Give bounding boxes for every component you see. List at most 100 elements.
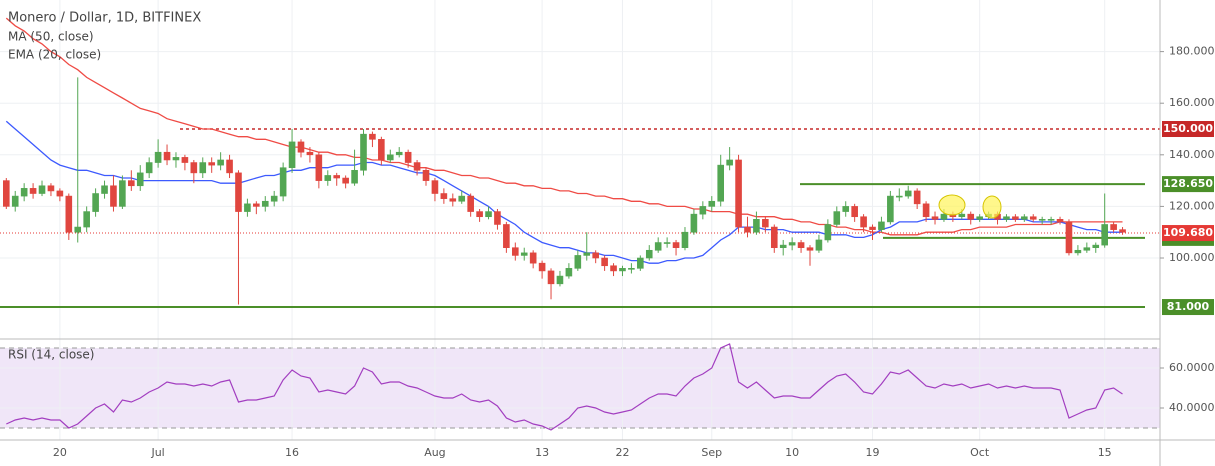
candle-body [574,255,582,269]
candle-body [529,252,537,264]
candle-body [136,172,144,187]
candle-body [38,185,46,194]
candle-body [735,159,742,228]
x-tick-label: Sep [701,446,722,459]
y-tick-label: 100.000 [1169,251,1215,264]
candle-body [83,211,90,228]
candle-body [556,275,564,285]
candle-body [895,195,903,198]
candle-body [306,151,314,156]
candle-body [1012,216,1019,220]
candle-body [458,195,466,202]
candle-body [1003,216,1010,220]
candle-body [976,216,983,220]
candle-body [369,133,376,140]
candle-body [2,180,10,207]
y-tick-label: 160.000 [1169,96,1215,109]
candle-body [887,195,894,223]
candle-body [1029,216,1037,220]
candle-body [851,206,858,218]
level-label-bg [1162,299,1214,316]
candle-body [690,213,698,233]
candle-body [11,195,19,207]
x-tick-label: 13 [535,446,549,459]
candle-body [753,219,760,233]
candle-body [128,180,135,187]
candle-body [1110,224,1117,230]
candle-body [110,185,117,207]
legend-entry: EMA (20, close) [8,48,101,62]
candle-body [47,185,55,192]
candle-body [672,242,680,248]
candle-body [92,193,99,212]
candle-body [324,175,332,181]
candle-body [913,190,921,205]
candle-body [360,133,367,171]
candle-body [145,162,153,174]
candle-body [904,190,912,197]
candle-body [1092,244,1100,248]
last-price-label: 109.680 [1163,226,1213,239]
candle-body [663,242,671,244]
rsi-band [0,348,1160,428]
candle-body [1101,224,1108,246]
candle-body [261,200,269,207]
candle-body [940,213,948,220]
candle-body [619,268,626,272]
candle-body [386,154,394,161]
x-tick-label: 22 [615,446,629,459]
x-tick-label: 10 [785,446,799,459]
rsi-label: RSI (14, close) [8,348,94,362]
candle-body [101,185,108,194]
candle-body [645,249,653,259]
candle-body [413,162,421,171]
level-label-bg [1162,121,1214,138]
candle-body [815,239,823,251]
candle-body [440,193,448,199]
candle-body [378,139,385,161]
candle-body [431,180,439,194]
grid [0,0,1160,440]
candle-body [253,203,260,207]
candle-body [779,244,787,248]
highlight [982,195,1002,219]
candle-body [512,247,519,256]
candle-body [547,270,555,285]
candle-body [565,268,573,277]
candle-body [422,169,430,181]
candle-body [610,265,617,272]
y-tick-label: 40.0000 [1169,401,1215,414]
candle-body [351,169,358,184]
candle-body [154,151,162,163]
candle-body [449,198,457,202]
candle-body [681,231,689,248]
y-tick-label: 120.000 [1169,199,1215,212]
candle-body [601,257,608,267]
x-tick-label: 19 [866,446,880,459]
candle-body [333,175,341,179]
candle-body [833,211,841,225]
candle-body [744,226,751,233]
candle-body [494,211,501,225]
indicator-line [5,17,1123,236]
candle-body [1056,219,1064,223]
x-tick-label: 20 [53,446,67,459]
level-label: 150.000 [1163,122,1213,135]
candle-body [190,162,198,174]
candle-body [226,159,233,174]
candle-body [485,211,492,218]
legend-entry: MA (50, close) [8,30,94,44]
candle-body [824,224,832,241]
candle-body [342,177,349,184]
candle-body [1065,221,1073,254]
candle-body [56,190,64,197]
candle-body [315,154,323,181]
candle-body [172,157,180,161]
candle-body [922,203,930,218]
candle-body [708,200,716,207]
candle-body [476,211,483,218]
highlight [938,194,966,216]
candle-body [29,188,37,194]
last-price-bg [1162,225,1214,242]
candle-body [1021,216,1028,220]
